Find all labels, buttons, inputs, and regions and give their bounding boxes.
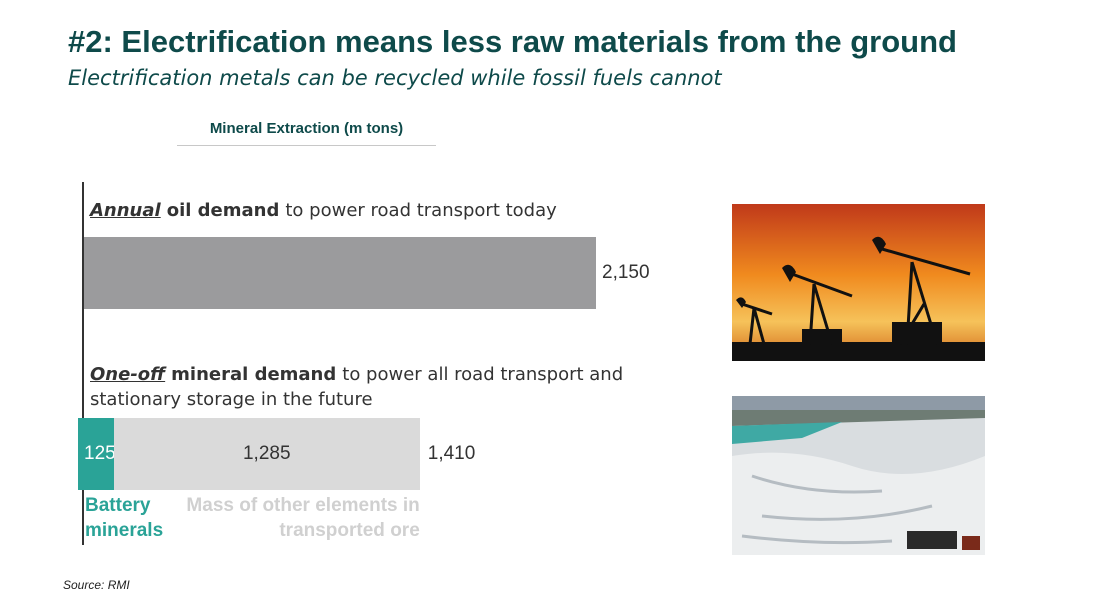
row-label-part: to power road transport today (285, 200, 557, 221)
segment-name: Mass of other elements in transported or… (186, 495, 420, 541)
row-label-part: Annual (90, 200, 161, 221)
bar (84, 237, 596, 309)
value-label: 1,285 (242, 443, 291, 464)
chart-title: Mineral Extraction (m tons) (177, 120, 436, 146)
row-label: One-off mineral demand to power all road t… (90, 362, 630, 412)
row-label-part: One-off (90, 364, 166, 385)
row-label-part: oil demand (166, 200, 280, 221)
title: #2: Electrification means less raw mater… (68, 24, 957, 59)
mine-photo (732, 396, 985, 555)
row-label-part: to power all road transport and stationa… (90, 364, 624, 410)
value-label: 125 (84, 443, 116, 464)
oil-pump-photo (732, 204, 985, 361)
row-label-part: mineral demand (171, 364, 337, 385)
value-label: 2,150 (602, 262, 650, 283)
row-label: Annual oil demand to power road transport … (90, 198, 630, 223)
bar (113, 418, 420, 490)
axis-line (82, 182, 84, 545)
segment-name: Battery minerals (85, 495, 164, 541)
total-label: 1,410 (427, 443, 476, 464)
bar (78, 418, 114, 490)
subtitle: Electrification metals can be recycled w… (68, 66, 722, 90)
source: Source: RMI (63, 578, 130, 592)
